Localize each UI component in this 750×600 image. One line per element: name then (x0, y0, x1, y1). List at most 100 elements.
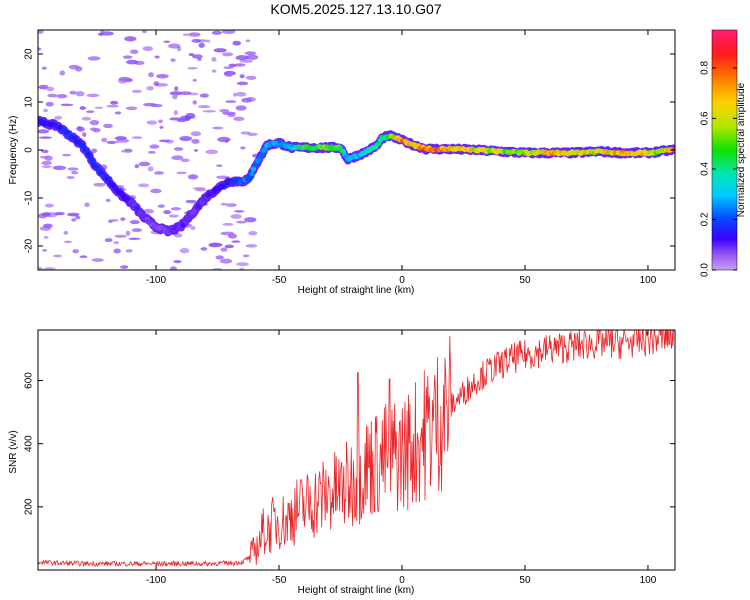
spectrogram-noise (240, 131, 251, 135)
spectrogram-noise (38, 129, 50, 134)
spectrogram-noise (146, 120, 158, 125)
spectrogram-noise (41, 212, 51, 217)
spectrogram-noise (42, 249, 48, 252)
spectrogram-noise (71, 170, 79, 175)
spectrogram-noise (134, 164, 140, 169)
spectrogram-noise (72, 249, 80, 254)
spectrogram-noise (244, 217, 257, 223)
spectrogram-noise (192, 54, 203, 59)
x-tick-label: 0 (399, 275, 405, 286)
spectrogram-noise (121, 150, 127, 153)
spectrogram-noise (211, 56, 217, 62)
spectrogram-noise (114, 234, 127, 238)
spectrogram-noise (143, 208, 155, 214)
colorbar-ticks: 0.0 0.2 0.4 0.6 0.8 (700, 61, 737, 277)
spectrogram-noise (54, 115, 63, 120)
spectrogram-noise (104, 238, 113, 243)
spectrogram-noise (75, 215, 81, 220)
spectrogram-noise (150, 188, 162, 194)
spectrogram-noise (120, 217, 126, 221)
spectrogram-noise (125, 106, 138, 111)
spectrogram-noise (224, 244, 234, 249)
spectrogram-noise (219, 108, 230, 113)
spectrogram-noise (158, 119, 163, 123)
spectrogram-noise (236, 81, 249, 86)
spectrogram-noise (115, 139, 120, 144)
spectrogram-noise (79, 255, 88, 258)
snr-marks (38, 330, 675, 568)
spectrogram-noise (216, 164, 223, 167)
spectrogram-noise (232, 92, 237, 97)
spectrogram-noise (38, 267, 43, 270)
colorbar: 0.0 0.2 0.4 0.6 0.8 Normalized spectral ampl… (700, 29, 747, 277)
spectrogram-y-label: Frequency (Hz) (8, 116, 19, 185)
spectrogram-noise (197, 105, 211, 109)
snr-axes: -100 -50 0 50 100 200 400 600 (24, 330, 675, 586)
spectrogram-noise (234, 63, 246, 67)
spectrogram-noise (205, 149, 219, 155)
spectrogram-noise (38, 47, 42, 51)
spectrogram-noise (176, 171, 187, 175)
spectrogram-noise (169, 266, 177, 270)
spectrogram-noise (113, 248, 121, 254)
colorbar-tick-label: 0.6 (700, 111, 711, 125)
spectrogram-noise (248, 231, 258, 236)
spectrogram-noise (173, 147, 184, 151)
spectrogram-noise (154, 171, 164, 175)
spectrogram-noise (232, 40, 242, 46)
spectrogram-noise (188, 32, 201, 37)
spectrogram-noise (174, 86, 179, 92)
spectrogram-noise (129, 49, 139, 55)
spectrogram-noise (100, 30, 105, 33)
spectrogram-noise (105, 198, 111, 203)
spectrogram-noise (43, 108, 48, 113)
spectrogram-noise (63, 240, 72, 244)
spectrogram-noise (126, 59, 139, 65)
spectrogram-noise (41, 160, 53, 166)
spectrogram-noise (163, 40, 171, 43)
spectrogram-noise (230, 214, 242, 219)
colorbar-tick-label: 0.8 (700, 61, 711, 75)
spectrogram-x-label: Height of straight line (km) (298, 285, 415, 296)
spectrogram-noise (221, 30, 236, 35)
spectrogram-noise (231, 240, 241, 243)
spectrogram-noise (91, 258, 104, 262)
spectrogram-noise (211, 69, 217, 73)
spectrogram-noise (239, 267, 245, 270)
spectrogram-noise (148, 72, 154, 78)
colorbar-tick-label: 0.4 (700, 162, 711, 176)
spectrogram-noise (245, 244, 258, 248)
spectrogram-noise (84, 202, 90, 208)
spectrogram-noise (156, 74, 169, 79)
spectrogram-noise (38, 84, 49, 90)
spectrogram-noise (44, 203, 54, 208)
spectrogram-noise (192, 100, 197, 105)
spectrogram-noise (38, 30, 44, 34)
spectrogram-noise (240, 146, 246, 150)
spectrogram-noise (222, 111, 236, 115)
spectrogram-noise (179, 248, 190, 254)
spectrogram-noise (239, 74, 245, 79)
colorbar-label: Normalized spectral amplitude (736, 82, 747, 217)
spectrogram-noise (146, 85, 154, 91)
spectrogram-noise (108, 219, 119, 222)
y-tick-label: 200 (24, 498, 35, 515)
spectrogram-noise (170, 58, 176, 63)
spectrogram-marks (38, 30, 675, 270)
spectrogram-noise (122, 55, 133, 59)
spectrogram-noise (106, 104, 120, 108)
spectrogram-noise (60, 103, 74, 107)
spectrogram-noise (118, 76, 131, 82)
spectrogram-noise (233, 116, 245, 122)
snr-y-label: SNR (v/v) (8, 430, 19, 473)
spectrogram-noise (180, 158, 190, 163)
spectrogram-noise (171, 155, 184, 160)
spectrogram-noise (225, 100, 237, 103)
spectrogram-noise (43, 236, 49, 239)
spectrogram-noise (187, 67, 198, 70)
ridge-cell (249, 171, 255, 177)
spectrogram-noise (52, 165, 67, 171)
spectrogram-noise (114, 111, 122, 115)
spectrogram-noise (93, 182, 106, 187)
